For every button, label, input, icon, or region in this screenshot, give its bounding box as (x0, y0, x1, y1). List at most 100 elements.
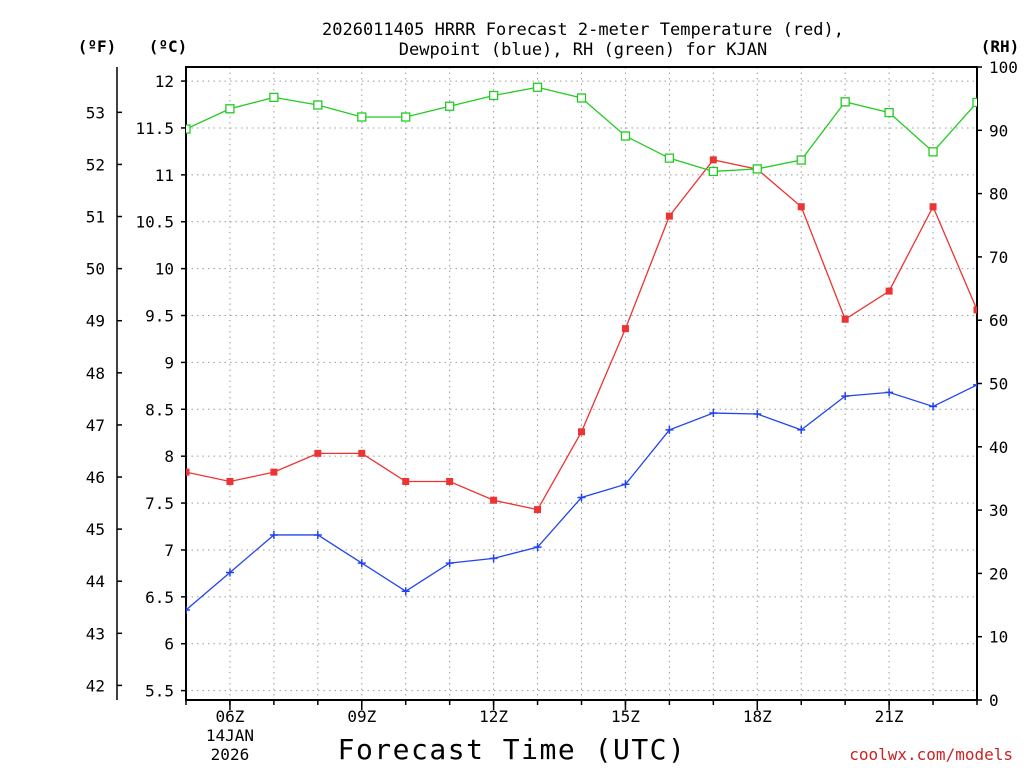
celsius-tick-label: 8.5 (145, 400, 174, 419)
celsius-tick-label: 6.5 (145, 588, 174, 607)
temperature-point (621, 325, 629, 333)
fahrenheit-tick-label: 48 (86, 364, 105, 383)
temperature-point (841, 315, 849, 323)
rh-point (620, 131, 631, 141)
rh-point (313, 100, 323, 110)
rh-tick-label: 50 (989, 375, 1008, 394)
celsius-tick-label: 7 (164, 541, 174, 560)
fahrenheit-tick-label: 44 (86, 572, 105, 591)
rh-point (445, 101, 455, 111)
dewpoint-point (577, 493, 586, 502)
rh-point (225, 104, 235, 114)
dewpoint-point (313, 530, 322, 539)
rh-point (532, 82, 543, 92)
rh-point (269, 92, 279, 103)
dewpoint-point (401, 587, 410, 596)
dewpoint-point (665, 425, 674, 434)
fahrenheit-tick-label: 52 (86, 155, 105, 174)
rh-point (576, 93, 587, 103)
dewpoint-point (885, 388, 894, 397)
temperature-point (929, 203, 937, 211)
rh-point (752, 164, 762, 174)
rh-point (708, 166, 718, 177)
celsius-axis-label: (ºC) (149, 37, 188, 56)
dewpoint-point (357, 559, 366, 568)
temperature-point (186, 468, 190, 476)
rh-point (840, 97, 850, 107)
fahrenheit-tick-label: 53 (86, 103, 105, 122)
rh-tick-label: 60 (989, 311, 1008, 330)
fahrenheit-tick-label: 50 (86, 260, 105, 279)
rh-tick-label: 20 (989, 564, 1008, 583)
rh-point (401, 112, 411, 122)
rh-tick-label: 10 (989, 628, 1008, 647)
celsius-tick-label: 6 (164, 635, 174, 654)
dewpoint-point (533, 543, 542, 552)
gridlines (186, 67, 977, 700)
temperature-point (578, 428, 585, 436)
rh-tick-label: 100 (989, 58, 1018, 77)
dewpoint-point (489, 554, 498, 563)
rh-tick-label: 80 (989, 185, 1008, 204)
dewpoint-point (797, 425, 806, 434)
x-tick-label: 21Z (875, 707, 904, 726)
temperature-point (885, 287, 893, 295)
celsius-tick-label: 8 (164, 447, 174, 466)
temperature-line (186, 159, 977, 511)
celsius-tick-label: 10 (155, 260, 174, 279)
temperature-point (797, 203, 805, 211)
x-tick-label: 15Z (611, 707, 640, 726)
temperature-point (358, 449, 366, 457)
rh-tick-label: 30 (989, 501, 1008, 520)
rh-point (928, 147, 938, 157)
temperature-point (226, 477, 234, 485)
rh-axis-label: (RH) (981, 37, 1020, 56)
x-tick-label: 06Z (215, 707, 244, 726)
rh-point (357, 112, 367, 122)
rh-tick-label: 70 (989, 248, 1008, 267)
celsius-tick-label: 9.5 (145, 307, 174, 326)
dewpoint-point (445, 559, 454, 568)
dewpoint-point (841, 392, 850, 401)
dewpoint-point (621, 480, 630, 489)
dewpoint-point (973, 380, 977, 389)
chart-title-line2: Dewpoint (blue), RH (green) for KJAN (399, 40, 767, 60)
rh-point (884, 107, 894, 118)
celsius-tick-label: 9 (164, 353, 174, 372)
temperature-point (402, 477, 410, 485)
temperature-point (665, 212, 673, 220)
fahrenheit-tick-label: 51 (86, 208, 105, 227)
celsius-tick-label: 11 (155, 166, 174, 185)
rh-tick-label: 90 (989, 121, 1008, 140)
celsius-tick-label: 10.5 (135, 213, 174, 232)
fahrenheit-tick-label: 46 (86, 468, 105, 487)
dewpoint-point (709, 409, 718, 418)
rh-tick-label: 40 (989, 438, 1008, 457)
fahrenheit-tick-label: 47 (86, 416, 105, 435)
chart-title-line1: 2026011405 HRRR Forecast 2-meter Tempera… (322, 20, 844, 40)
temperature-point (314, 449, 322, 457)
rh-point (796, 155, 806, 165)
celsius-tick-label: 7.5 (145, 494, 174, 513)
dewpoint-point (753, 409, 762, 418)
fahrenheit-axis-label: (ºF) (78, 37, 117, 56)
dewpoint-point (929, 402, 938, 411)
dewpoint-point (225, 568, 234, 577)
temperature-point (446, 477, 454, 485)
temperature-point (270, 468, 278, 476)
temperature-point (534, 506, 542, 514)
dewpoint-series (186, 380, 977, 614)
x-tick-label: 12Z (479, 707, 508, 726)
x-tick-label: 09Z (347, 707, 376, 726)
rh-point (972, 97, 977, 108)
dewpoint-point (186, 605, 190, 614)
rh-point (186, 124, 191, 134)
x-tick-label: 18Z (743, 707, 772, 726)
x-axis-title: Forecast Time (UTC) (338, 733, 687, 766)
temperature-point (490, 496, 498, 504)
temperature-point (973, 306, 977, 314)
temperature-series (186, 156, 977, 514)
x-date-label: 14JAN (206, 726, 254, 745)
temperature-point (709, 156, 717, 164)
